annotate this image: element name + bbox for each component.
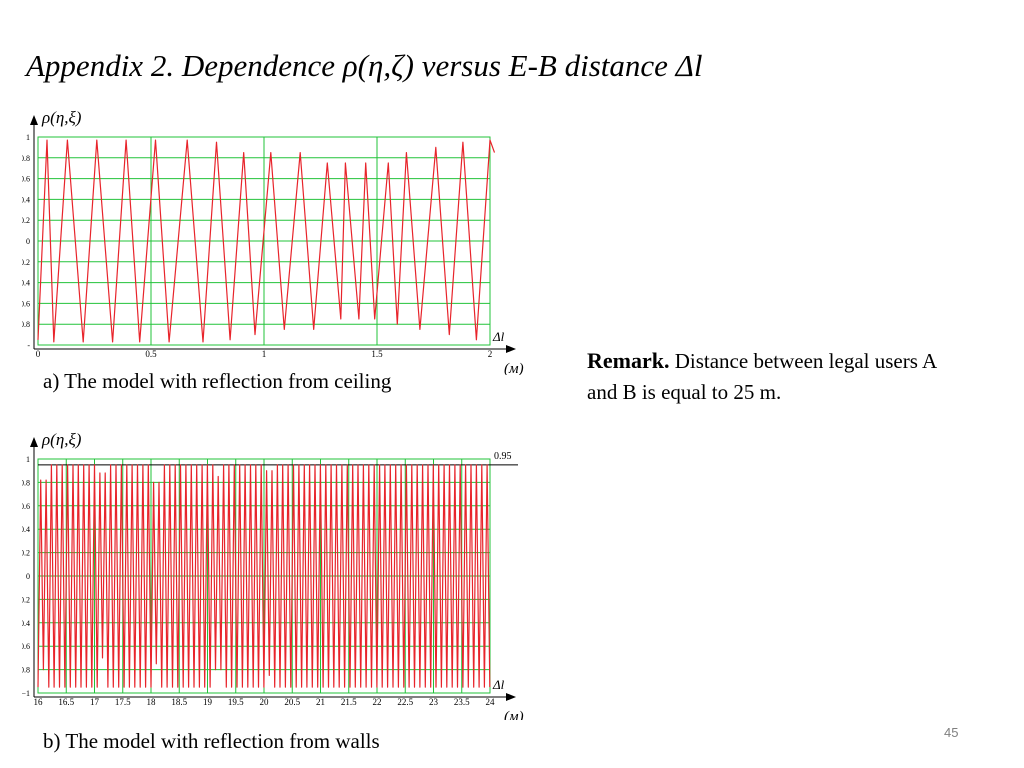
x-tick-label: 2 [488,349,493,359]
x-tick-label: 23 [429,697,439,707]
y-axis-label: ρ(η,ξ) [41,108,82,127]
x-tick-label: 22.5 [397,697,413,707]
y-tick-label: 1 [26,455,30,464]
y-tick-label: 0 [26,572,30,581]
x-axis-label: Δl [492,677,505,692]
y-tick-label: 0.2 [22,258,30,267]
x-tick-label: 1.5 [371,349,383,359]
chart-ceiling-reflection-svg: ρ(η,ξ)10.80.60.40.200.20.40.60.8-0 0.5 1 1.… [20,108,524,377]
y-tick-label: −0.6 [22,642,30,651]
y-tick-label: 1 [26,133,30,142]
x-axis-arrow-icon [506,693,516,701]
remark-block: Remark. Distance between legal users A a… [587,345,967,408]
x-axis-label: Δl [492,329,505,344]
x-tick-label: 19 [203,697,213,707]
plot-frame [37,458,491,694]
x-tick-label: 16.5 [58,697,74,707]
x-axis-unit-label: (м) [504,709,524,720]
y-tick-label: 0.8 [22,320,30,329]
y-tick-label: 0.8 [22,478,30,487]
x-tick-label: 19.5 [228,697,244,707]
x-tick-label: 20 [260,697,270,707]
chart-walls-reflection: ρ(η,ξ) 1 0.8 0.6 0.4 0.2 0 −0.2 −0.4 −0.6 −0.8 −1 16… [15,425,552,725]
y-tick-label: 0.8 [22,154,30,163]
y-axis-arrow-icon [30,437,38,447]
y-axis-arrow-icon [30,115,38,125]
y-tick-label: 0.4 [22,525,30,534]
y-tick-label: - [27,341,30,350]
x-tick-label: 21.5 [341,697,357,707]
page-number: 45 [944,725,959,740]
y-tick-label: −0.4 [22,619,30,628]
y-tick-label: 0 [26,237,30,246]
x-tick-label: 1 [262,349,267,359]
y-tick-label: −0.8 [22,666,30,675]
x-tick-label: 16 [34,697,44,707]
y-tick-label: 0.2 [22,549,30,558]
annotation-label: 0.95 [494,451,512,462]
caption-ceiling-model: a) The model with reflection from ceilin… [43,369,392,393]
chart-ceiling-reflection: ρ(η,ξ) 1 0.8 0.6 0.4 0.2 0 0.2 0.4 0.6 0.8-0 0.5 1 1.… [20,105,552,377]
y-tick-label: 0.6 [22,175,30,184]
x-axis-arrow-icon [506,345,516,353]
x-tick-label: 24 [486,697,496,707]
x-tick-label: 17 [90,697,100,707]
y-tick-label: −1 [22,689,30,698]
x-tick-label: 0.5 [145,349,157,359]
y-tick-label: 0.6 [22,299,30,308]
x-tick-label: 22 [373,697,382,707]
y-tick-label: 0.2 [22,216,30,225]
x-tick-label: 23.5 [454,697,470,707]
remark-text: Distance between legal users A and B is … [587,349,936,404]
plot-frame [37,136,491,346]
x-tick-label: 21 [316,697,325,707]
x-tick-label: 18 [147,697,157,707]
series-line [37,139,496,343]
x-tick-label: 20.5 [284,697,300,707]
caption-walls-model: b) The model with reflection from walls [43,729,380,753]
y-tick-label: 0.4 [22,195,30,204]
y-tick-label: 0.6 [22,502,30,511]
x-tick-label: 0 [36,349,41,359]
remark-label: Remark. [587,348,670,373]
chart-walls-reflection-svg: ρ(η,ξ) 1 0.8 0.6 0.4 0.2 0 −0.2 −0.4 −0.6 −0.8 −1 16… [15,430,524,725]
y-axis-label: ρ(η,ξ) [41,430,82,449]
x-axis-unit-label: (м) [504,361,524,375]
y-tick-label: 0.4 [22,279,30,288]
series-line [37,464,491,688]
x-tick-label: 17.5 [115,697,131,707]
slide-title: Appendix 2. Dependence ρ(η,ζ) versus E-B… [26,48,703,83]
y-tick-label: −0.2 [22,595,30,604]
x-tick-label: 18.5 [171,697,187,707]
